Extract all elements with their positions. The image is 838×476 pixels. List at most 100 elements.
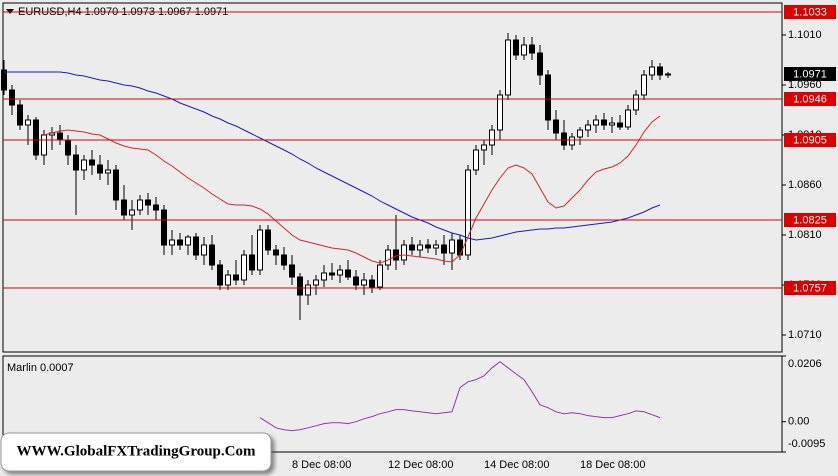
level-label-bg [784,92,836,106]
candle-body [153,204,159,211]
level-label-bg [784,281,836,295]
candle-body [169,239,175,246]
candle-body [81,159,87,171]
candle-body [601,119,607,126]
candle-body [553,119,559,134]
candle-body [497,94,503,131]
x-tick-label: 8 Dec 08:00 [292,459,351,471]
candle-body [361,279,367,286]
candle-body [97,164,103,174]
candle-body [489,129,495,146]
candle-body [457,239,463,256]
price-label-bg [784,67,836,81]
candle-body [321,272,327,281]
y-tick-label: 1.0710 [788,329,822,341]
candle-body [185,236,191,246]
candle-body [481,144,487,151]
candle-body [113,169,119,201]
candle-body [73,154,79,171]
price-label: 1.0971 [793,68,827,80]
y-tick-label: 1.1010 [788,29,822,41]
candle-body [17,104,23,126]
candle-body [425,244,431,249]
main-pane [2,2,783,353]
y-tick-label: 1.0960 [788,79,822,91]
candle-body [193,236,199,256]
candle-body [337,269,343,276]
candle-body [137,199,143,211]
y-tick-label: 0.0206 [788,358,822,370]
indicator-title: Marlin 0.0007 [7,362,74,374]
candle-body [449,239,455,254]
marks: 1.10101.09601.09101.08601.08101.07601.07… [1,5,836,471]
indicator-line [259,361,661,432]
candle-body [329,272,335,276]
candle-body [145,199,151,206]
candle-body [441,244,447,254]
candle-body [161,209,167,246]
candle-body [505,39,511,96]
y-tick-label: 0.00 [788,416,809,428]
candle-body [417,244,423,251]
candle-body [657,66,663,76]
candle-body [257,229,263,271]
candle-body [537,52,543,76]
candle-body [473,149,479,171]
candle-body [241,254,247,281]
candle-body [433,244,439,249]
candle-body [393,249,399,261]
candle-body [233,274,239,281]
candle-body [369,279,375,288]
candle-body [665,73,671,76]
level-label-bg [784,5,836,19]
candle-body [617,122,623,128]
candle-body [633,94,639,111]
level-label: 1.0825 [793,214,827,226]
watermark-box: WWW.GlobalFXTradingGroup.Com [0,432,272,472]
x-tick-label: 14 Dec 08:00 [484,459,549,471]
candle-body [545,74,551,121]
candle-body [121,199,127,216]
candle-body [345,269,351,278]
y-tick-label: 1.0810 [788,229,822,241]
candle-body [585,124,591,131]
candle-body [9,89,15,106]
candle-body [201,244,207,256]
candle-body [305,284,311,296]
candle-body [89,159,95,166]
candle-body [561,132,567,146]
candle-body [521,44,527,56]
candle-body [313,279,319,286]
candle-body [105,169,111,174]
candle-body [465,169,471,256]
candle-body [57,132,63,141]
candle-body [1,69,7,91]
level-label: 1.0905 [793,134,827,146]
candle-body [65,139,71,156]
candle-body [281,254,287,266]
level-label: 1.0757 [793,282,827,294]
level-label: 1.1033 [793,6,827,18]
moving-average [43,115,661,264]
level-label: 1.0946 [793,93,827,105]
candle-body [569,136,575,146]
candle-body [249,254,255,271]
candle-body [577,129,583,138]
candle-body [25,119,31,126]
candle-body [641,74,647,96]
candle-body [225,274,231,286]
candle-body [209,244,215,266]
candle-body [401,244,407,261]
candle-body [609,122,615,126]
candle-body [217,264,223,286]
candle-body [385,249,391,266]
candle-body [409,244,415,251]
y-tick-label: 1.0860 [788,179,822,191]
x-tick-label: 18 Dec 08:00 [580,459,645,471]
candle-body [273,249,279,256]
x-tick-label: 12 Dec 08:00 [388,459,453,471]
candle-body [353,276,359,286]
candle-body [297,276,303,296]
